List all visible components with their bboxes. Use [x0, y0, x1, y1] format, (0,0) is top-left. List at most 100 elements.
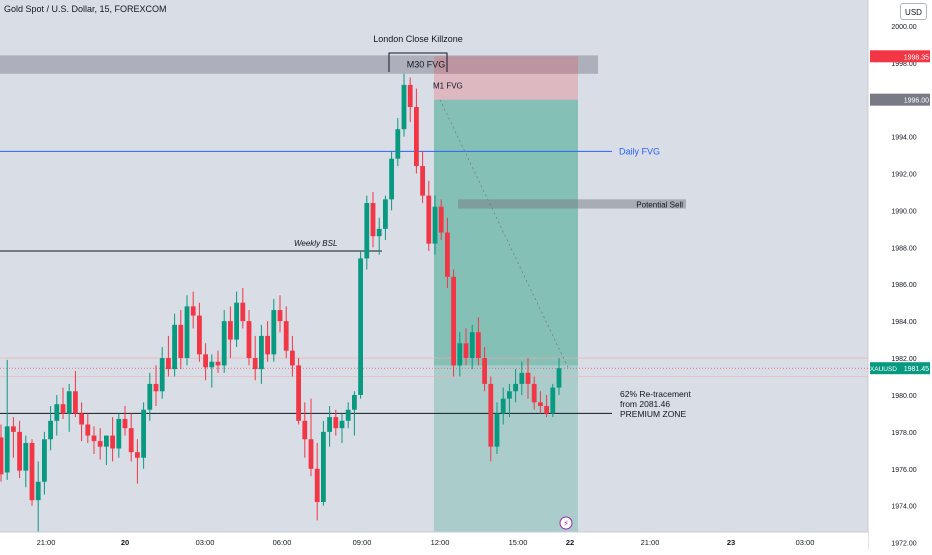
- candle: [35, 461, 41, 536]
- price-scale-background: [868, 0, 932, 550]
- candle: [358, 251, 363, 399]
- stop-loss-zone: [434, 56, 578, 100]
- candle-body: [104, 435, 109, 447]
- candle: [494, 402, 500, 455]
- candle-body: [271, 310, 277, 355]
- candle: [135, 439, 140, 484]
- y-tick-label: 2000.00: [891, 24, 916, 31]
- candle-body: [513, 383, 518, 392]
- candle: [445, 217, 450, 288]
- candle-body: [4, 426, 10, 473]
- candle-body: [531, 383, 537, 403]
- candle-body: [240, 302, 246, 322]
- stop-price-badge-text: 1998.35: [904, 54, 929, 61]
- candle-body: [91, 435, 97, 442]
- candle: [383, 195, 388, 240]
- candle: [110, 417, 115, 462]
- candle: [321, 420, 326, 506]
- candle: [463, 328, 469, 366]
- candle-body: [215, 361, 221, 366]
- candle: [277, 295, 283, 333]
- candle-body: [29, 442, 35, 501]
- candle: [172, 313, 177, 377]
- candle: [153, 365, 159, 407]
- annotation-zones: [0, 55, 686, 550]
- candle: [389, 151, 394, 211]
- candle: [345, 402, 351, 429]
- candle: [283, 306, 289, 359]
- y-tick-label: 1978.00: [891, 430, 916, 437]
- candle: [420, 151, 425, 204]
- candle-body: [203, 354, 208, 368]
- candle: [432, 195, 438, 255]
- candle-body: [457, 343, 463, 366]
- lightning-icon: ⚡: [559, 516, 573, 530]
- candle: [525, 358, 531, 399]
- candle-body: [234, 302, 239, 340]
- x-tick-label: 03:00: [196, 538, 215, 547]
- candle: [488, 376, 494, 462]
- candle-body: [48, 420, 53, 440]
- candle: [401, 73, 407, 137]
- candle: [352, 391, 357, 436]
- candle-body: [525, 372, 531, 384]
- y-tick-label: 1988.00: [891, 245, 916, 252]
- candle: [327, 406, 332, 447]
- candle: [364, 195, 370, 270]
- time-scale-background: [0, 532, 868, 550]
- candle: [190, 291, 196, 329]
- candle: [438, 199, 444, 240]
- candle-body: [60, 404, 66, 414]
- candle: [395, 118, 401, 167]
- x-tick-label: 22: [566, 538, 574, 547]
- candle: [370, 191, 376, 248]
- candle: [531, 376, 537, 410]
- candle-body: [544, 406, 549, 414]
- candle-body: [153, 383, 159, 392]
- candle: [308, 398, 314, 477]
- candle: [234, 291, 239, 347]
- current-price-badge-bg: [870, 362, 930, 375]
- candle-body: [333, 417, 339, 429]
- candle-body: [283, 321, 289, 351]
- y-tick-label: 1994.00: [891, 135, 916, 142]
- candle-body: [469, 332, 475, 359]
- candle-body: [135, 452, 140, 458]
- candle: [314, 442, 320, 521]
- candle: [302, 402, 308, 458]
- candle: [73, 370, 78, 418]
- candle-body: [364, 203, 370, 259]
- candle: [66, 383, 72, 432]
- candle: [11, 417, 16, 458]
- candle-body: [246, 321, 252, 359]
- y-tick-label: 1998.00: [891, 61, 916, 68]
- retracement-label-line: 62% Re-tracement: [620, 389, 692, 399]
- candle-body: [184, 306, 190, 359]
- y-tick-label: 1976.00: [891, 467, 916, 474]
- candle: [104, 435, 109, 466]
- candle-body: [0, 437, 4, 475]
- candle-body: [302, 420, 308, 440]
- candle: [85, 413, 91, 443]
- candle-body: [420, 166, 425, 196]
- candle-body: [147, 383, 153, 410]
- candle-body: [97, 441, 103, 447]
- candle-body: [197, 315, 202, 355]
- annotation-lines: [0, 52, 868, 414]
- y-tick-label: 1984.00: [891, 319, 916, 326]
- currency-button[interactable]: USD: [900, 3, 927, 20]
- y-tick-label: 1980.00: [891, 393, 916, 400]
- candle-body: [451, 276, 456, 366]
- candle: [550, 383, 556, 418]
- candle: [339, 413, 345, 443]
- candle-body: [358, 258, 363, 395]
- candle-body: [42, 439, 47, 482]
- y-tick-label: 1986.00: [891, 282, 916, 289]
- candle: [482, 346, 487, 392]
- candle-body: [159, 358, 165, 392]
- candle: [259, 324, 264, 384]
- candle-body: [178, 324, 184, 359]
